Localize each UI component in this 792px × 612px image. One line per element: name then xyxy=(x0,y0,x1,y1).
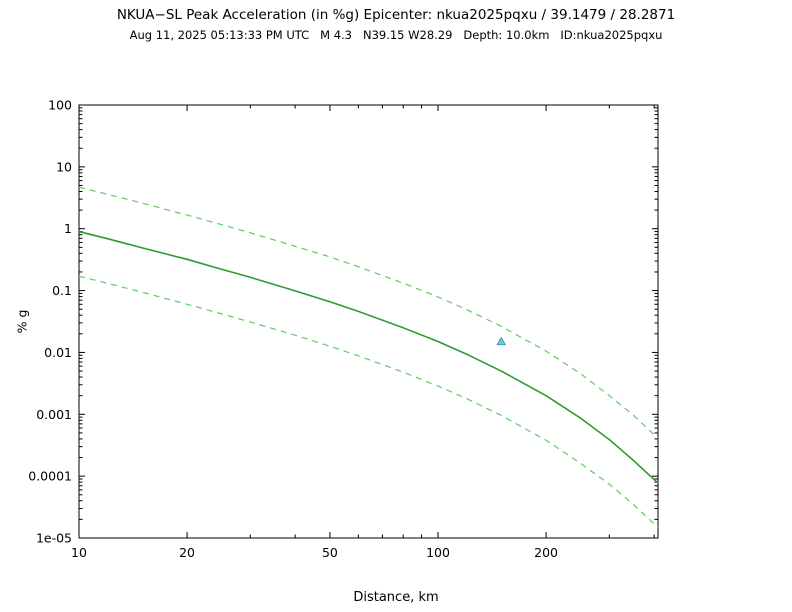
y-tick-label: 1 xyxy=(64,221,72,236)
x-tick-label: 10 xyxy=(71,545,87,560)
station-marker xyxy=(496,336,506,346)
x-axis-ticks xyxy=(78,105,655,538)
x-axis-label: Distance, km xyxy=(353,590,439,605)
curve-median xyxy=(78,230,659,484)
y-tick-label: 1e-05 xyxy=(36,531,72,546)
y-tick-label: 0.0001 xyxy=(28,469,72,484)
curve-minus-sigma xyxy=(78,275,659,529)
x-tick-label: 200 xyxy=(534,545,558,560)
x-tick-label: 100 xyxy=(426,545,450,560)
x-tick-label: 20 xyxy=(179,545,195,560)
chart-title: NKUA−SL Peak Acceleration (in %g) Epicen… xyxy=(116,7,676,23)
y-tick-label: 100 xyxy=(48,98,72,113)
plot-frame xyxy=(78,104,659,539)
y-axis-label: % g xyxy=(14,309,30,334)
curve-plus-sigma xyxy=(78,186,659,439)
y-tick-label: 0.1 xyxy=(52,283,72,298)
chart-subtitle: Aug 11, 2025 05:13:33 PM UTC M 4.3 N39.1… xyxy=(129,28,663,42)
y-tick-label: 0.001 xyxy=(36,407,72,422)
tick-labels: 10 20 50 100 200 100 10 1 0.1 0.01 0.001 0.0001 1e-0… xyxy=(28,98,558,561)
y-tick-label: 10 xyxy=(56,159,72,174)
x-tick-label: 50 xyxy=(322,545,338,560)
y-tick-label: 0.01 xyxy=(44,345,72,360)
y-axis-ticks xyxy=(79,104,658,539)
